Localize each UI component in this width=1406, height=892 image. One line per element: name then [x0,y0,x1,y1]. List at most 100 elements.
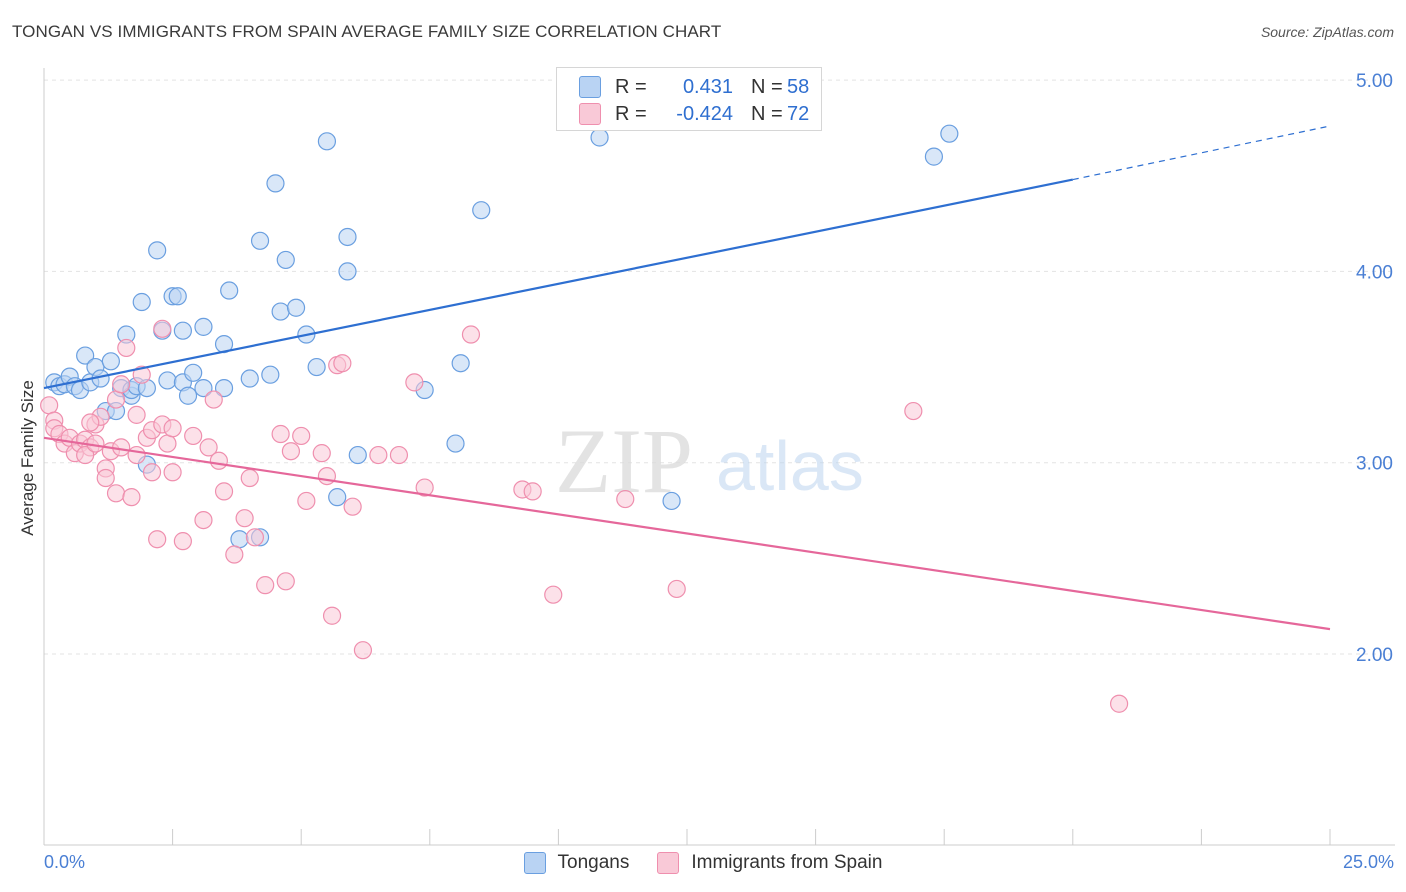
legend-r-label: R = [615,75,647,98]
legend-n-value: 58 [787,75,810,98]
tongans-point [132,292,151,312]
tongans-point [76,346,95,365]
x-axis-min-label: 0.0% [44,852,86,872]
legend-n-value: 72 [787,102,810,125]
tongans-point [271,302,290,321]
spain-point [142,463,162,482]
legend-label-spain: Immigrants from Spain [691,852,883,873]
tongans-point [194,378,213,398]
trend-lines [43,125,1331,631]
spain-point [904,401,923,421]
spain-point [199,438,218,457]
tongans-point [148,241,167,260]
source-label: Source: ZipAtlas.com [1260,24,1394,40]
legend-swatch-spain [657,852,680,874]
watermark: ZIP atlas [555,410,864,512]
tongans-point [178,386,198,405]
spain-point [333,354,352,373]
spain-point [163,463,182,482]
tongans-point [286,298,306,317]
tongans-points [45,124,959,549]
legend-r-value: -0.424 [676,102,733,125]
tongans-point [220,281,239,300]
tongans-point [328,488,347,507]
tongans-point [307,357,326,377]
y-tick-labels: 2.00 3.00 4.00 5.00 [1356,71,1393,666]
spain-point [256,576,275,595]
spain-point [369,445,388,465]
spain-point [106,390,126,409]
tongans-point [338,227,357,247]
tongans-point [338,262,357,281]
tongans-point [101,352,120,371]
legend-item-tongans[interactable]: Tongans [523,852,630,874]
spain-point [106,484,126,503]
spain-point [163,419,182,438]
tongans-point [173,321,192,340]
spain-point [667,579,686,599]
tongans-point [590,128,609,147]
tongans-point [348,445,367,465]
spain-point [81,413,100,432]
tongans-point [194,317,213,336]
spain-point [317,466,337,486]
tongans-point [446,434,465,453]
tongans-point [940,124,959,143]
tongans-point [276,250,295,270]
tongans-point [184,363,203,382]
legend-row-spain: R = -0.424 N = 72 [579,101,809,127]
spain-point [312,444,331,463]
spain-point [297,491,316,511]
spain-point [405,373,424,392]
spain-point [158,434,177,453]
spain-point [127,445,146,465]
tongans-point [240,369,259,388]
spain-point [415,478,434,497]
tongans-point [261,365,280,384]
tongans-point [250,231,270,250]
watermark-atlas: atlas [716,427,864,505]
spain-point [76,445,95,465]
tongans-point [266,174,285,193]
spain-point [122,488,141,507]
spain-point [40,396,59,415]
series-legend: Tongans Immigrants from Spain [0,852,1406,874]
tongans-point [158,371,177,390]
tongans-point [168,287,187,306]
spain-point [389,445,409,465]
spain-point [117,338,136,358]
y-tick-label: 3.00 [1356,454,1393,475]
legend-swatch-tongans [523,852,546,874]
correlation-legend: R = 0.431 N = 58 R = -0.424 N = 72 [556,67,822,131]
legend-label-tongans: Tongans [557,852,630,873]
grid-lines [44,79,1395,655]
tongans-point [472,201,491,220]
tongans-trend-line [43,178,1074,390]
tongans-point [924,147,944,166]
tongans-point [230,530,249,549]
y-tick-label: 5.00 [1356,71,1393,92]
spain-point [271,424,290,444]
y-tick-label: 4.00 [1356,262,1393,283]
legend-r-value: 0.431 [682,75,733,98]
spain-point [281,442,301,461]
chart-title: TONGAN VS IMMIGRANTS FROM SPAIN AVERAGE … [12,22,722,41]
legend-swatch-tongans [579,76,601,98]
spain-point [235,509,254,528]
y-tick-label: 2.00 [1356,645,1393,666]
spain-point [616,489,635,509]
spain-point [240,468,259,488]
spain-point [173,532,192,551]
legend-swatch-spain [579,103,601,125]
spain-point [209,451,228,470]
legend-row-tongans: R = 0.431 N = 58 [579,74,809,100]
spain-point [127,405,146,424]
spain-point [132,365,151,384]
spain-trend-line [43,436,1331,631]
tongans-point [662,491,681,511]
legend-item-spain[interactable]: Immigrants from Spain [657,852,882,874]
spain-point [245,528,265,547]
spain-point [96,468,115,488]
spain-point [204,390,223,409]
